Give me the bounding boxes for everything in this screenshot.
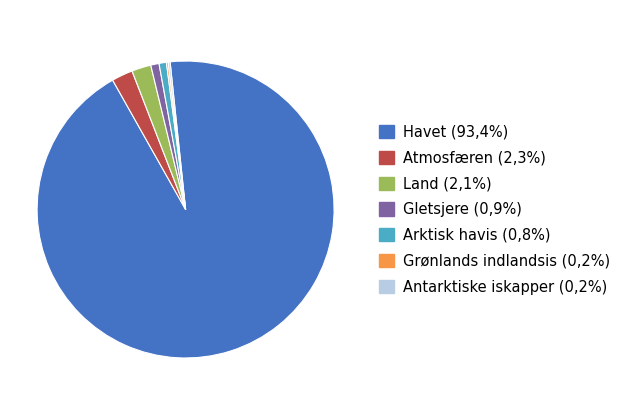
Wedge shape <box>168 62 186 210</box>
Wedge shape <box>113 71 186 210</box>
Legend: Havet (93,4%), Atmosfæren (2,3%), Land (2,1%), Gletsjere (0,9%), Arktisk havis (: Havet (93,4%), Atmosfæren (2,3%), Land (… <box>372 117 617 302</box>
Wedge shape <box>37 61 334 358</box>
Wedge shape <box>159 62 186 210</box>
Wedge shape <box>151 63 186 210</box>
Wedge shape <box>132 65 186 210</box>
Wedge shape <box>166 62 186 210</box>
